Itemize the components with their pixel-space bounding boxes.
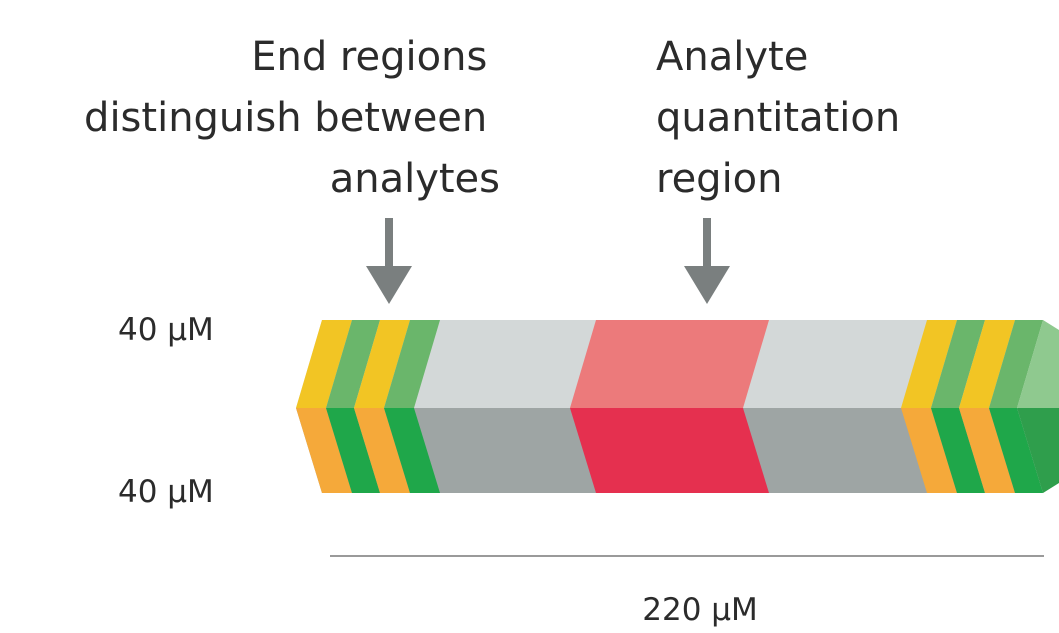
analyte-region-label: Analyte quantitation region: [656, 34, 913, 202]
particle-bar: [296, 320, 1059, 493]
arrow-down-icon: [684, 218, 730, 304]
bar-right-face-top: [1017, 320, 1059, 408]
left-code-stripes: [296, 320, 440, 493]
length-label: 220 µM: [642, 592, 758, 628]
end-regions-line-2: distinguish between: [84, 95, 487, 141]
bottom-width-label: 40 µM: [118, 474, 214, 510]
end-regions-label: End regions distinguish between analytes: [84, 34, 500, 202]
analyte-region-line-1: Analyte: [656, 34, 808, 80]
arrow-down-icon: [366, 218, 412, 304]
bar-right-face-bottom: [1017, 408, 1059, 493]
analyte-quantitation-region: [570, 320, 769, 493]
end-regions-line-3: analytes: [330, 156, 500, 202]
right-code-stripes: [901, 320, 1043, 493]
analyte-region-line-3: region: [656, 156, 783, 202]
analyte-region-line-2: quantitation: [656, 95, 900, 141]
top-width-label: 40 µM: [118, 312, 214, 348]
end-regions-line-1: End regions: [251, 34, 487, 80]
